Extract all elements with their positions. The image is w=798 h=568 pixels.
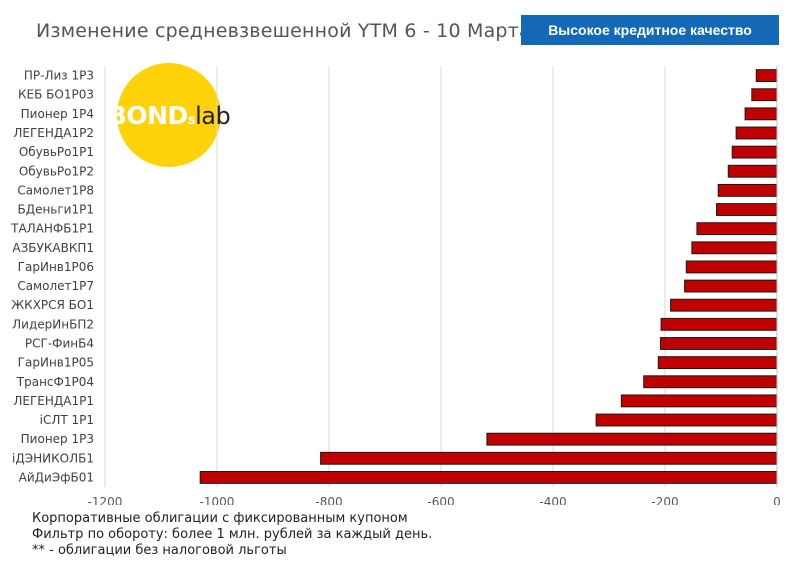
category-label: Пионер 1Р4 — [21, 107, 94, 121]
x-tick-label: -1000 — [200, 495, 235, 505]
footnote-3: ** - облигации без налоговой льготы — [32, 543, 287, 558]
category-label: iСЛТ 1Р1 — [40, 413, 94, 427]
category-label: АЗБУКАВКП1 — [12, 241, 94, 255]
bar — [486, 432, 778, 446]
bar — [727, 164, 778, 178]
category-label: АйДиЭфБ01 — [19, 470, 94, 484]
bar — [660, 337, 778, 350]
x-tick-label: -400 — [539, 495, 566, 505]
bar — [751, 88, 778, 102]
category-label: iДЭНИКОЛБ1 — [12, 451, 94, 465]
chart-title: Изменение средневзвешенной YTM 6 - 10 Ма… — [36, 20, 531, 42]
category-label: ТрансФ1Р04 — [16, 375, 94, 389]
category-label: ТАЛАНФБ1Р1 — [10, 222, 94, 236]
bar — [755, 69, 778, 83]
x-tick-label: -800 — [315, 495, 342, 505]
bar — [684, 279, 778, 293]
x-tick-label: 0 — [773, 495, 781, 505]
bars — [199, 66, 778, 487]
category-label: ОбувьРо1Р1 — [19, 145, 94, 159]
category-labels: ПР-Лиз 1Р3 КЕБ БО1Р03 Пионер 1Р4 ЛЕГЕНДА1Р2… — [10, 69, 94, 485]
bar — [670, 298, 778, 312]
x-tick-labels: -1200 -1000 -800 -600 -400 -200 0 — [88, 495, 781, 505]
footnote-1: Корпоративные облигации с фиксированным … — [32, 511, 408, 526]
logo-text: BONDslab — [107, 100, 231, 130]
category-label: ГарИнв1Р05 — [18, 356, 94, 370]
bar-chart: ПР-Лиз 1Р3 КЕБ БО1Р03 Пионер 1Р4 ЛЕГЕНДА1Р2… — [10, 66, 781, 505]
category-label: БДеньги1Р1 — [17, 203, 94, 217]
x-tick-label: -1200 — [88, 495, 123, 505]
bar — [657, 356, 778, 370]
category-label: Самолет1Р7 — [17, 279, 94, 293]
category-label: КЕБ БО1Р03 — [18, 88, 94, 102]
bar — [620, 394, 778, 408]
category-label: ОбувьРо1Р2 — [19, 164, 94, 178]
x-tick-label: -600 — [427, 495, 454, 505]
bar — [735, 126, 778, 140]
bar — [199, 470, 778, 484]
bar — [595, 413, 778, 427]
category-label: Самолет1Р8 — [17, 183, 94, 197]
bar — [691, 241, 778, 255]
bar — [716, 203, 778, 216]
bondslab-logo: BONDslab — [108, 63, 231, 167]
category-label: ЛЕГЕНДА1Р2 — [13, 126, 94, 140]
category-label: ЛЕГЕНДА1Р1 — [13, 394, 94, 408]
category-label: ГарИнв1Р06 — [18, 260, 94, 274]
bar — [717, 183, 778, 197]
bar — [660, 317, 778, 331]
bar — [744, 107, 778, 121]
bar — [320, 451, 778, 465]
category-label: РСГ-ФинБ4 — [25, 336, 94, 350]
bar — [696, 222, 778, 236]
x-tick-label: -200 — [651, 495, 678, 505]
category-label: ЖКХРСЯ БО1 — [11, 298, 94, 312]
footnote-2: Фильтр по обороту: более 1 млн. рублей з… — [32, 527, 433, 542]
bar — [643, 375, 778, 389]
credit-quality-badge: Высокое кредитное качество — [521, 15, 779, 45]
bar — [685, 260, 778, 274]
bar — [731, 145, 778, 159]
category-label: ЛидерИнБП2 — [12, 317, 94, 331]
category-label: ПР-Лиз 1Р3 — [24, 69, 94, 83]
category-label: Пионер 1Р3 — [21, 432, 94, 446]
footnotes: Корпоративные облигации с фиксированным … — [32, 511, 432, 559]
